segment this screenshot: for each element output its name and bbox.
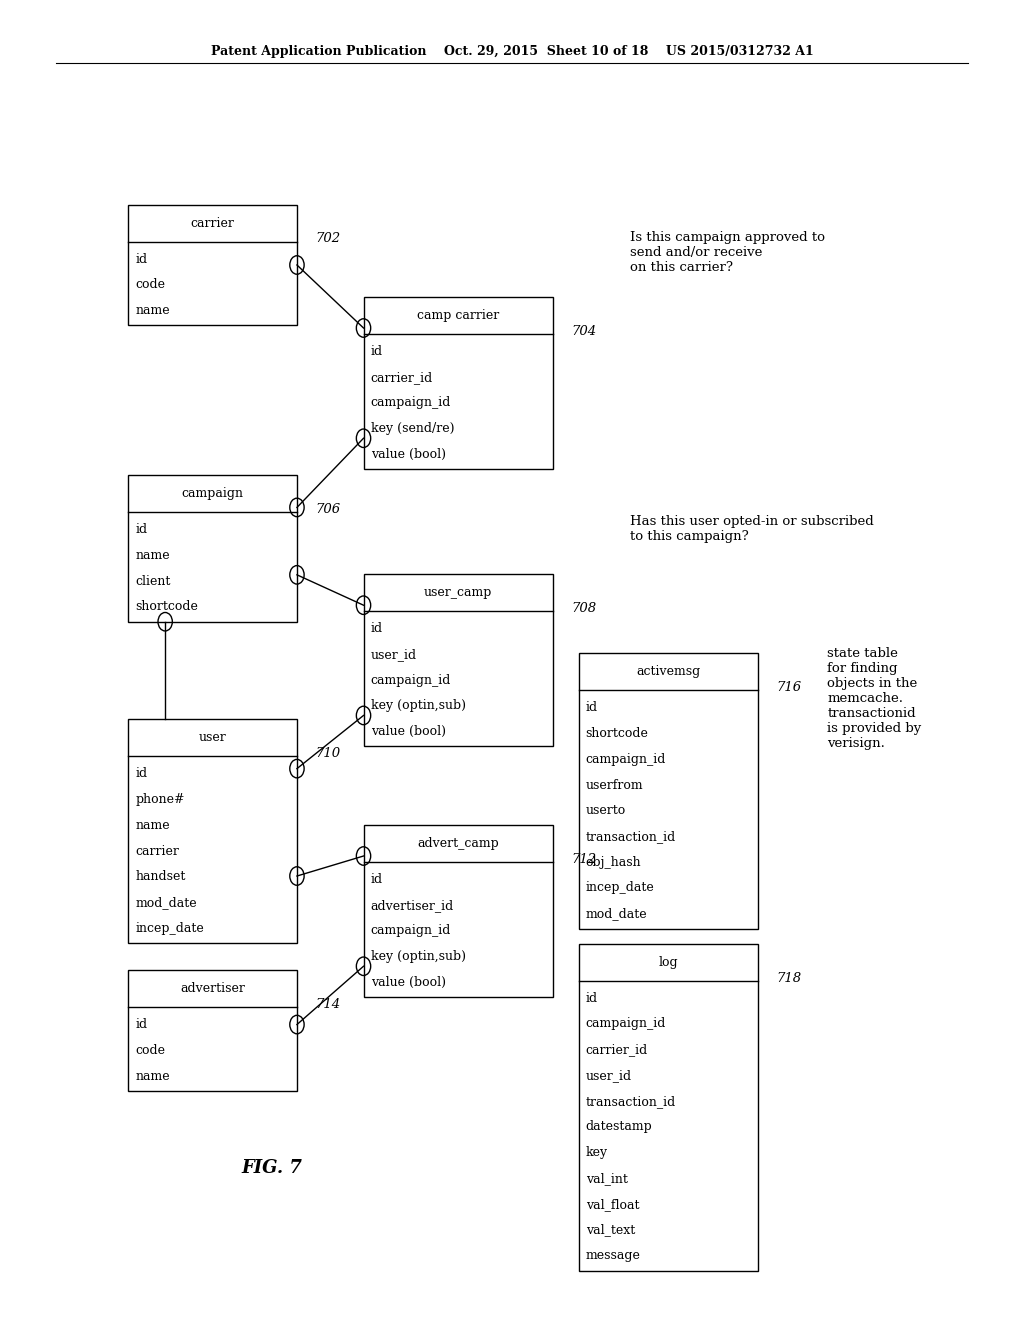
Text: code: code [135,279,165,292]
Text: obj_hash: obj_hash [586,855,641,869]
Text: user_id: user_id [371,648,417,661]
Text: val_float: val_float [586,1197,639,1210]
Text: id: id [371,873,383,886]
Text: FIG. 7: FIG. 7 [241,1159,302,1177]
Text: carrier: carrier [135,845,179,858]
Text: userfrom: userfrom [586,779,643,792]
Text: value (bool): value (bool) [371,725,445,738]
Text: id: id [371,622,383,635]
Text: mod_date: mod_date [586,907,647,920]
Text: id: id [586,701,598,714]
Text: advertiser: advertiser [180,982,245,995]
Text: transaction_id: transaction_id [586,1094,676,1107]
Bar [364,297,553,469]
Text: name: name [135,818,170,832]
Text: user_camp: user_camp [424,586,493,599]
Text: campaign_id: campaign_id [371,396,451,409]
Text: campaign: campaign [181,487,244,500]
Bar [128,719,297,942]
Text: camp carrier: camp carrier [417,309,500,322]
Text: campaign_id: campaign_id [371,673,451,686]
Text: key: key [586,1146,608,1159]
Text: 710: 710 [315,747,341,760]
Text: carrier_id: carrier_id [586,1043,648,1056]
Text: value (bool): value (bool) [371,975,445,989]
Bar [579,944,758,1270]
Text: campaign_id: campaign_id [586,1018,666,1031]
Text: campaign_id: campaign_id [586,752,666,766]
Text: mod_date: mod_date [135,896,197,909]
Text: advert_camp: advert_camp [418,837,499,850]
Bar [364,574,553,747]
Text: 706: 706 [315,503,341,516]
Text: key (optin,sub): key (optin,sub) [371,700,466,713]
Text: Is this campaign approved to
send and/or receive
on this carrier?: Is this campaign approved to send and/or… [630,231,824,275]
Text: key (send/re): key (send/re) [371,422,455,436]
Text: transaction_id: transaction_id [586,830,676,843]
Bar [579,653,758,929]
Text: val_int: val_int [586,1172,628,1185]
Text: 718: 718 [776,972,802,985]
Text: val_text: val_text [586,1224,635,1237]
Bar [364,825,553,998]
Text: userto: userto [586,804,626,817]
Text: advertiser_id: advertiser_id [371,899,454,912]
Text: message: message [586,1249,641,1262]
Text: incep_date: incep_date [135,921,204,935]
Text: id: id [371,345,383,358]
Text: id: id [135,1018,147,1031]
Text: user: user [199,731,226,744]
Text: shortcode: shortcode [586,727,648,741]
Text: value (bool): value (bool) [371,447,445,461]
Text: handset: handset [135,870,185,883]
Text: datestamp: datestamp [586,1121,652,1134]
Text: code: code [135,1044,165,1057]
Text: user_id: user_id [586,1069,632,1082]
Text: id: id [135,767,147,780]
Text: log: log [658,956,678,969]
Text: name: name [135,549,170,562]
Text: client: client [135,574,171,587]
Text: Patent Application Publication    Oct. 29, 2015  Sheet 10 of 18    US 2015/03127: Patent Application Publication Oct. 29, … [211,45,813,58]
Text: 714: 714 [315,998,341,1011]
Text: activemsg: activemsg [636,665,700,678]
Bar [128,970,297,1090]
Text: id: id [135,523,147,536]
Text: phone#: phone# [135,793,184,807]
Text: 702: 702 [315,232,341,246]
Text: name: name [135,304,170,317]
Text: 712: 712 [571,853,597,866]
Text: carrier: carrier [190,216,234,230]
Text: campaign_id: campaign_id [371,924,451,937]
Text: 716: 716 [776,681,802,694]
Text: 708: 708 [571,602,597,615]
Text: state table
for finding
objects in the
memcache.
transactionid
is provided by
ve: state table for finding objects in the m… [827,647,922,750]
Bar [128,205,297,326]
Bar [128,475,297,622]
Text: id: id [586,991,598,1005]
Text: incep_date: incep_date [586,882,654,895]
Text: shortcode: shortcode [135,601,198,614]
Text: key (optin,sub): key (optin,sub) [371,950,466,964]
Text: name: name [135,1069,170,1082]
Text: 704: 704 [571,325,597,338]
Text: id: id [135,252,147,265]
Text: carrier_id: carrier_id [371,371,433,384]
Text: Has this user opted-in or subscribed
to this campaign?: Has this user opted-in or subscribed to … [630,515,873,543]
